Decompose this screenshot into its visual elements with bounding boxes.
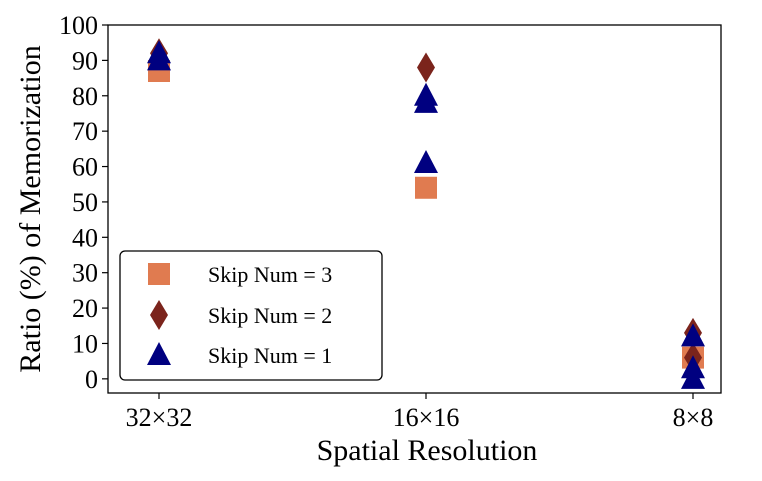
legend-marker-3 (147, 342, 171, 365)
legend-label-1: Skip Num = 3 (208, 262, 332, 287)
y-tick-label: 40 (72, 223, 98, 252)
y-tick-label: 30 (72, 259, 98, 288)
y-tick-label: 100 (59, 11, 98, 40)
data-point-series-3 (681, 323, 705, 347)
legend-label-2: Skip Num = 2 (208, 303, 332, 328)
data-point-series-1 (415, 176, 437, 199)
marks-layer (147, 38, 705, 389)
x-axis-title: Spatial Resolution (317, 434, 538, 467)
y-tick-label: 20 (72, 294, 98, 323)
legend: Skip Num = 3 Skip Num = 2 Skip Num = 1 (119, 250, 383, 381)
ticks-layer: 0 10 20 30 40 50 60 70 80 90 100 32×32 16×16 8×8 (59, 11, 713, 432)
y-tick-label: 90 (72, 46, 98, 75)
y-tick-label: 50 (72, 188, 98, 217)
legend-box (119, 250, 383, 381)
y-tick-label: 0 (85, 365, 98, 394)
y-tick-label: 70 (72, 117, 98, 146)
plot-frame (107, 24, 722, 394)
y-tick-label: 60 (72, 153, 98, 182)
data-point-series-3 (414, 89, 438, 113)
data-point-series-3 (147, 47, 171, 71)
data-point-series-3 (414, 150, 438, 173)
legend-marker-1 (148, 263, 170, 285)
legend-marker-2 (150, 300, 168, 330)
data-point-series-3 (681, 365, 705, 389)
y-tick-label: 10 (72, 329, 98, 358)
x-tick-label: 16×16 (393, 403, 460, 432)
y-tick-label: 80 (72, 82, 98, 111)
x-tick-label: 32×32 (126, 403, 193, 432)
data-point-series-2 (417, 52, 435, 83)
x-tick-label: 8×8 (673, 403, 714, 432)
y-axis-title: Ratio (%) of Memorization (14, 45, 47, 372)
legend-label-3: Skip Num = 1 (208, 343, 332, 368)
